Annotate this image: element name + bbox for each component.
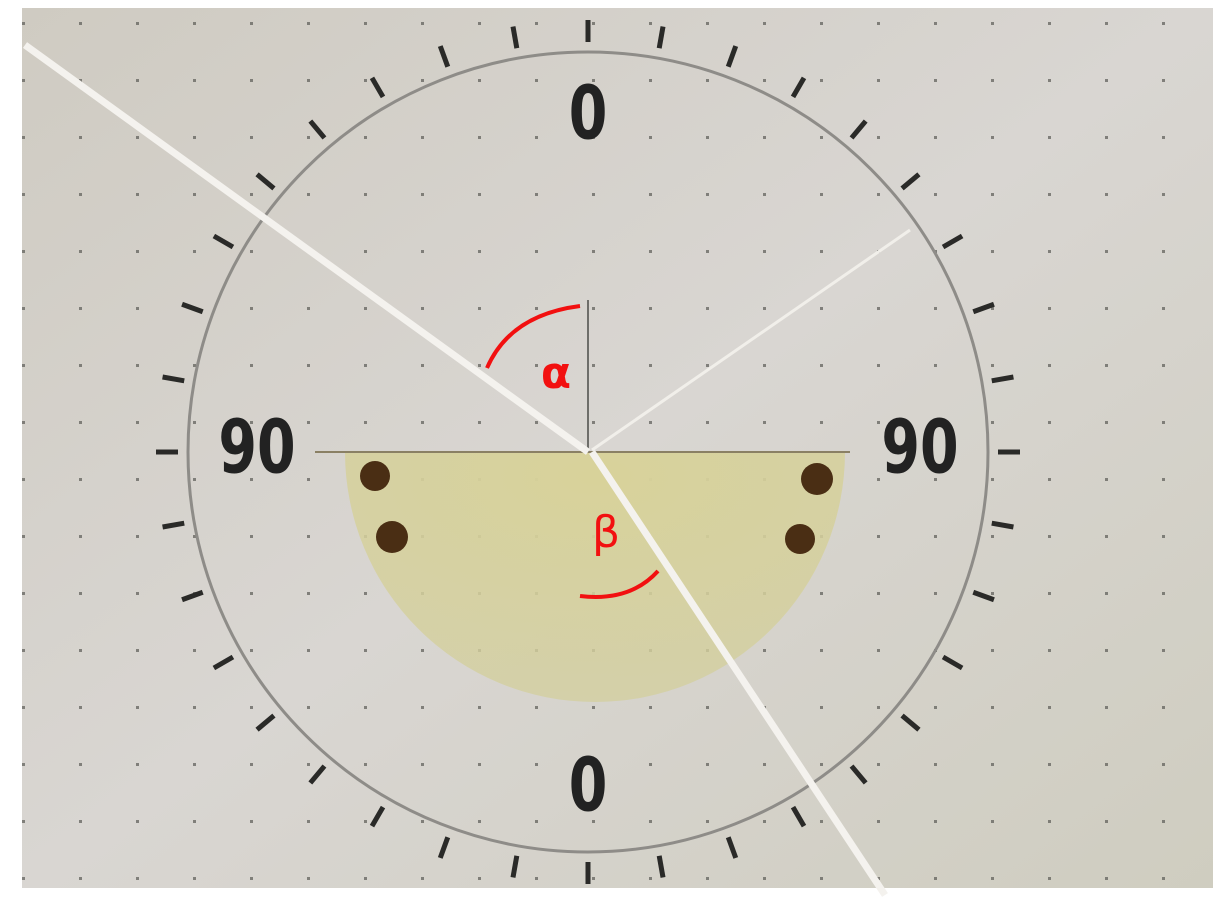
alpha-arc — [485, 304, 581, 369]
scale-label-left: 90 — [218, 405, 295, 491]
tick — [255, 713, 276, 732]
scale-label-top: 0 — [569, 71, 608, 157]
ticks — [156, 20, 1020, 884]
beta-arc — [579, 569, 660, 599]
scale-label-right: 90 — [881, 405, 958, 491]
tick — [369, 76, 386, 99]
tick — [991, 520, 1014, 530]
tick — [212, 233, 235, 250]
incident-ray — [22, 42, 591, 455]
scale-label-bottom: 0 — [569, 743, 608, 829]
tick — [790, 76, 807, 99]
tick — [941, 654, 964, 671]
tick — [162, 520, 185, 530]
tick — [437, 836, 451, 859]
tick — [849, 119, 868, 140]
tick — [181, 589, 204, 603]
tick — [437, 45, 451, 68]
tick — [656, 855, 666, 878]
tick — [991, 374, 1014, 384]
pin — [376, 521, 408, 553]
beta-label: β — [592, 507, 620, 558]
tick — [900, 713, 921, 732]
tick — [510, 26, 520, 49]
tick — [972, 589, 995, 603]
tick — [900, 172, 921, 191]
tick — [656, 26, 666, 49]
refracted-ray — [589, 450, 888, 897]
tick — [369, 805, 386, 828]
protractor-circle — [186, 50, 990, 854]
tick — [181, 301, 204, 315]
tick — [972, 301, 995, 315]
tick — [725, 836, 739, 859]
tick — [790, 805, 807, 828]
tick — [162, 374, 185, 384]
tick — [849, 764, 868, 785]
tick — [308, 764, 327, 785]
tick — [212, 654, 235, 671]
pin — [785, 524, 815, 554]
reflected-ray — [591, 228, 911, 452]
pin — [801, 463, 833, 495]
tick — [725, 45, 739, 68]
tick — [308, 119, 327, 140]
tick — [510, 855, 520, 878]
tick — [255, 172, 276, 191]
pin — [360, 461, 390, 491]
dot-grid — [22, 8, 1213, 888]
tick — [941, 233, 964, 250]
alpha-label: α — [541, 348, 571, 399]
